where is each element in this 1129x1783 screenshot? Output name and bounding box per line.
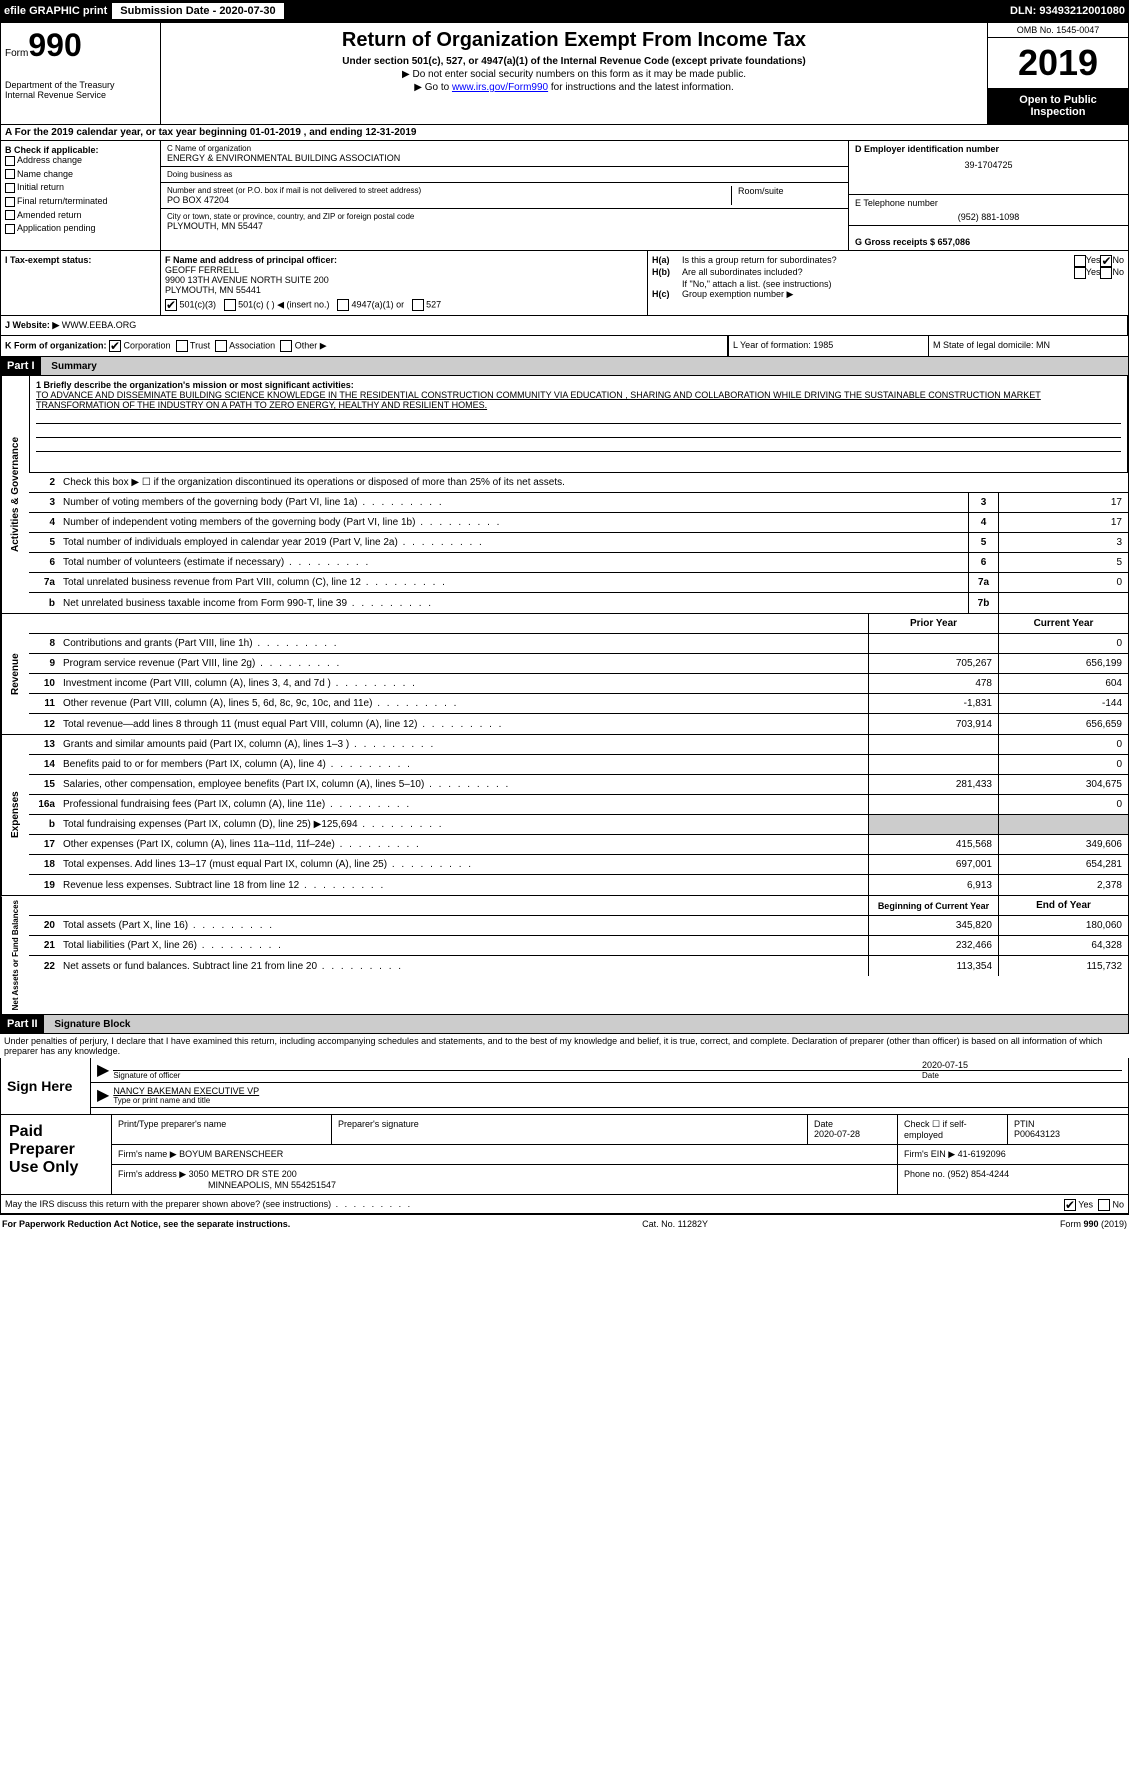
exp-side-label: Expenses [1,735,29,895]
prep-date: 2020-07-28 [814,1129,860,1139]
declaration-text: Under penalties of perjury, I declare th… [0,1034,1129,1058]
year-formation: L Year of formation: 1985 [728,336,928,356]
form-title: Return of Organization Exempt From Incom… [167,29,981,52]
street-label: Number and street (or P.O. box if mail i… [167,186,725,195]
part-2-title: Signature Block [46,1019,130,1030]
4947-checkbox[interactable] [337,299,349,311]
discuss-yes-checkbox[interactable] [1064,1199,1076,1211]
gov-side-label: Activities & Governance [1,376,29,613]
gross-receipts: G Gross receipts $ 657,086 [855,237,1122,247]
ha-yes-checkbox[interactable] [1074,255,1086,267]
open-public-label: Open to Public Inspection [988,88,1128,124]
dba-label: Doing business as [167,170,842,179]
corp-checkbox[interactable] [109,340,121,352]
phone-value: (952) 881-1098 [855,212,1122,222]
checkbox[interactable] [5,156,15,166]
paid-preparer-label: Paid Preparer Use Only [1,1115,111,1194]
phone-label: E Telephone number [855,198,1122,208]
website-url: WWW.EEBA.ORG [62,320,137,330]
part-1-header: Part I [1,357,41,375]
trust-checkbox[interactable] [176,340,188,352]
officer-addr: 9900 13TH AVENUE NORTH SUITE 200 [165,275,643,285]
street-value: PO BOX 47204 [167,195,725,205]
part-1-title: Summary [43,361,97,372]
firm-ein: 41-6192096 [958,1149,1006,1159]
sign-here-label: Sign Here [1,1058,91,1114]
form-prefix: Form [5,48,28,59]
footer-mid: Cat. No. 11282Y [642,1219,708,1229]
firm-city: MINNEAPOLIS, MN 554251547 [118,1180,336,1190]
tax-exempt-label: I Tax-exempt status: [5,255,156,265]
section-b-label: B Check if applicable: [5,145,156,155]
submission-date: Submission Date - 2020-07-30 [111,2,284,20]
ein-value: 39-1704725 [855,160,1122,170]
other-checkbox[interactable] [280,340,292,352]
firm-phone: Phone no. (952) 854-4244 [898,1165,1128,1194]
501c3-checkbox[interactable] [165,299,177,311]
dept-label: Department of the Treasury [5,80,156,90]
checkbox[interactable] [5,197,15,207]
city-label: City or town, state or province, country… [167,212,842,221]
row-a-calendar: A For the 2019 calendar year, or tax yea… [0,125,1129,141]
room-label: Room/suite [732,186,842,205]
irs-label: Internal Revenue Service [5,90,156,100]
officer-city: PLYMOUTH, MN 55441 [165,285,643,295]
checkbox[interactable] [5,224,15,234]
hb-yes-checkbox[interactable] [1074,267,1086,279]
checkbox[interactable] [5,169,15,179]
form-subtitle: Under section 501(c), 527, or 4947(a)(1)… [167,56,981,67]
city-value: PLYMOUTH, MN 55447 [167,221,842,231]
hb-no-checkbox[interactable] [1100,267,1112,279]
checkbox[interactable] [5,183,15,193]
dln: DLN: 93493212001080 [1010,5,1125,17]
section-b: B Check if applicable: Address changeNam… [1,141,161,250]
efile-label: efile GRAPHIC print [4,5,107,17]
form-number: 990 [28,27,81,63]
527-checkbox[interactable] [412,299,424,311]
checkbox[interactable] [5,210,15,220]
top-bar: efile GRAPHIC print Submission Date - 20… [0,0,1129,22]
section-f-label: F Name and address of principal officer: [165,255,643,265]
org-name: ENERGY & ENVIRONMENTAL BUILDING ASSOCIAT… [167,153,842,163]
officer-name-sig: NANCY BAKEMAN EXECUTIVE VP [113,1086,1122,1096]
discuss-no-checkbox[interactable] [1098,1199,1110,1211]
mission-label: 1 Briefly describe the organization's mi… [36,380,1121,390]
website-label: J Website: ▶ [5,320,59,330]
firm-addr: 3050 METRO DR STE 200 [189,1169,297,1179]
discuss-question: May the IRS discuss this return with the… [5,1199,412,1209]
footer-right: Form 990 (2019) [1060,1219,1127,1229]
assoc-checkbox[interactable] [215,340,227,352]
name-label: C Name of organization [167,144,842,153]
irs-link[interactable]: www.irs.gov/Form990 [452,82,548,93]
mission-text: TO ADVANCE AND DISSEMINATE BUILDING SCIE… [36,390,1121,410]
net-side-label: Net Assets or Fund Balances [1,896,29,1014]
form-header: Form990 Department of the Treasury Inter… [0,22,1129,125]
firm-name: BOYUM BARENSCHEER [179,1149,283,1159]
omb-number: OMB No. 1545-0047 [988,23,1128,38]
form-org-label: K Form of organization: [5,340,107,350]
sig-arrow-icon: ▶ [97,1060,109,1080]
instr-2: ▶ Go to www.irs.gov/Form990 for instruct… [167,82,981,93]
state-domicile: M State of legal domicile: MN [928,336,1128,356]
ha-no-checkbox[interactable] [1100,255,1112,267]
sig-arrow-icon-2: ▶ [97,1085,109,1105]
sig-date: 2020-07-15 [922,1060,1122,1070]
part-2-header: Part II [1,1015,44,1033]
footer-left: For Paperwork Reduction Act Notice, see … [2,1219,290,1229]
ptin-value: P00643123 [1014,1129,1060,1139]
ein-label: D Employer identification number [855,144,1122,154]
501c-checkbox[interactable] [224,299,236,311]
tax-year: 2019 [988,38,1128,88]
rev-side-label: Revenue [1,614,29,734]
officer-name: GEOFF FERRELL [165,265,643,275]
instr-1: ▶ Do not enter social security numbers o… [167,69,981,80]
